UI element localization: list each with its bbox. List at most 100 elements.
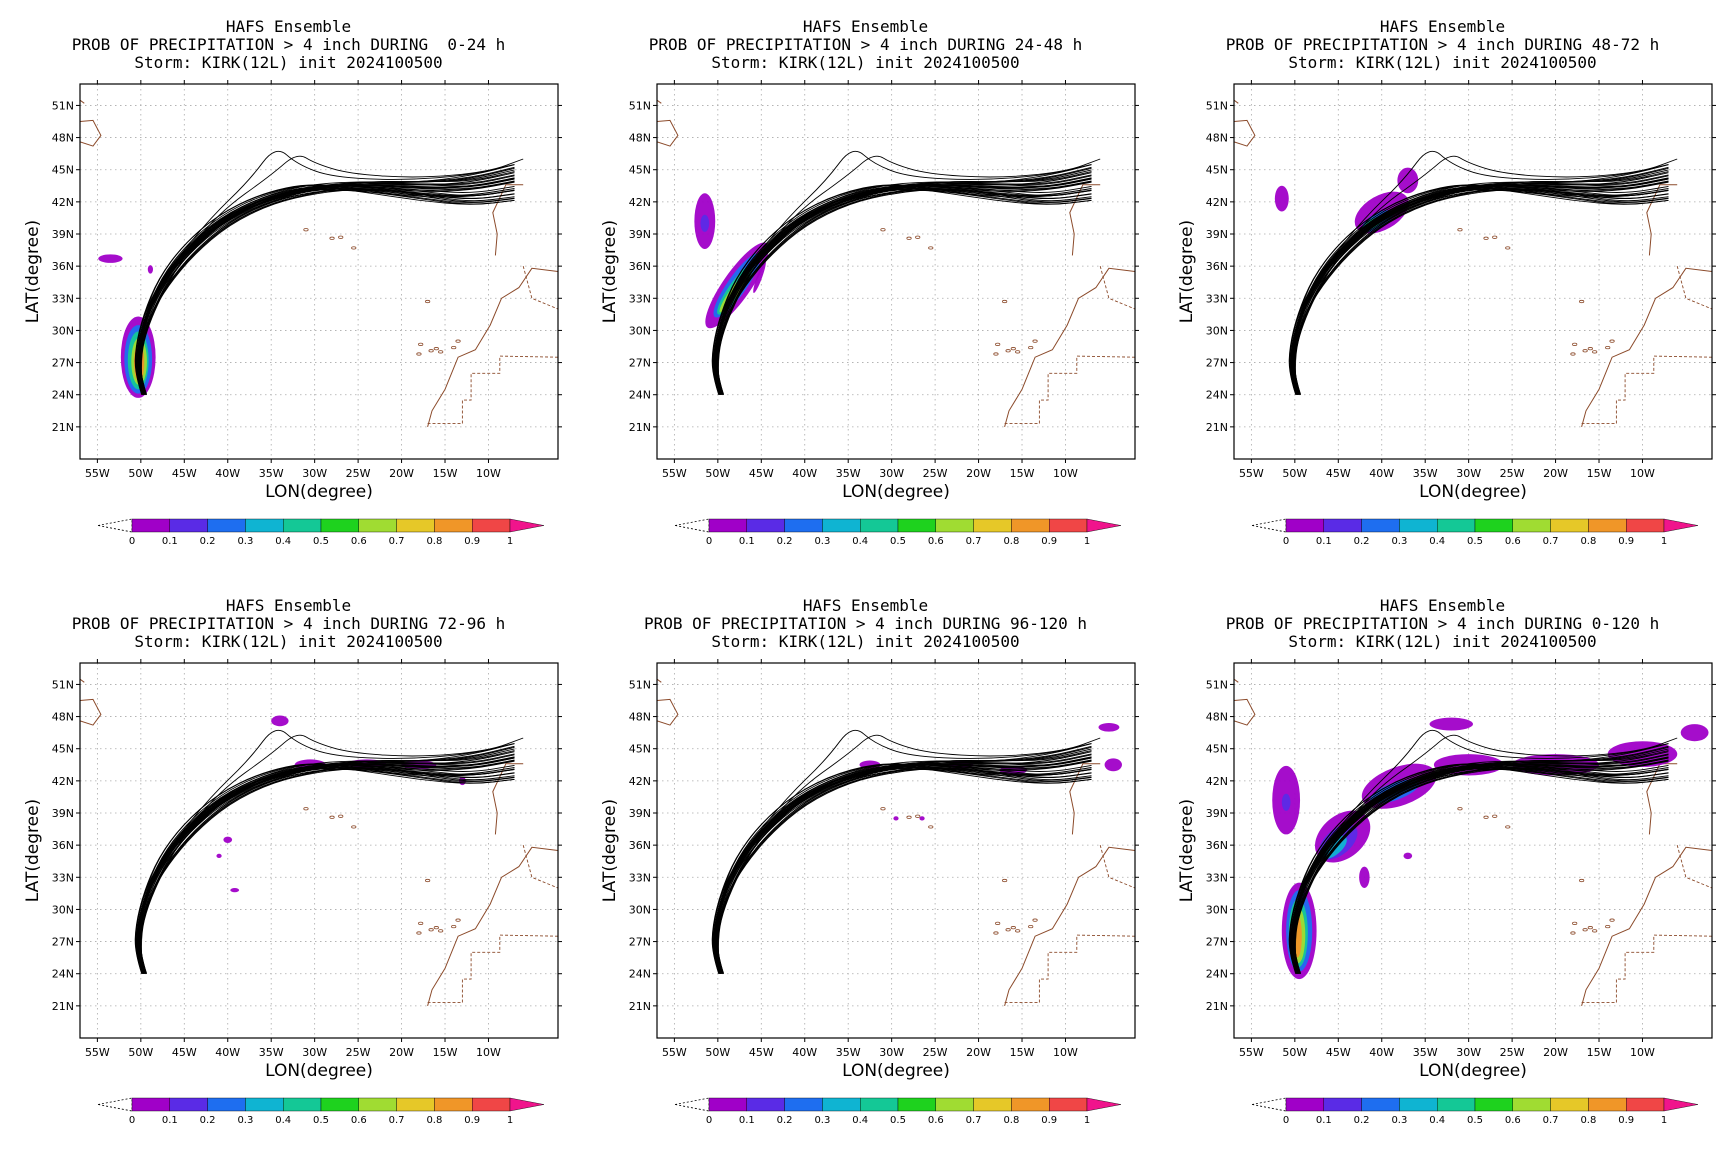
- lat-tick-label: 21N: [1206, 1000, 1228, 1013]
- lat-tick-label: 24N: [1206, 968, 1228, 981]
- lat-tick-label: 36N: [52, 260, 74, 273]
- colorbar-label: 0.9: [464, 536, 480, 547]
- panel-title-line1: HAFS Ensemble: [1379, 596, 1506, 615]
- colorbar-over-triangle: [1086, 1097, 1122, 1112]
- probability-area: [147, 265, 154, 274]
- colorbar-swatch: [1011, 518, 1050, 533]
- probability-area: [1429, 717, 1473, 731]
- lon-tick-label: 30W: [879, 467, 904, 480]
- colorbar-swatch: [708, 1097, 747, 1112]
- island: [1032, 339, 1038, 343]
- colorbar-swatch: [434, 1097, 473, 1112]
- probability-area: [1680, 724, 1709, 742]
- colorbar-label: 0.5: [1467, 1115, 1483, 1126]
- colorbar-swatch: [320, 1097, 359, 1112]
- colorbar: 0 0.1 0.2 0.3 0.4 0.5 0.6 0.7 0.8 0.9 1: [1251, 1097, 1699, 1126]
- colorbar-label: 0.4: [275, 536, 291, 547]
- country-border: [1676, 844, 1712, 889]
- ensemble-track: [139, 766, 515, 974]
- lon-tick-label: 40W: [215, 1046, 240, 1059]
- lat-tick-label: 24N: [1206, 389, 1228, 402]
- colorbar-over-triangle: [1086, 518, 1122, 533]
- country-border: [1099, 265, 1135, 310]
- lon-tick-label: 40W: [215, 467, 240, 480]
- island: [995, 921, 1001, 925]
- ensemble-track: [1289, 764, 1669, 974]
- lat-tick-label: 48N: [52, 711, 74, 724]
- island: [906, 815, 912, 819]
- ensemble-track: [713, 766, 1092, 974]
- colorbar-label: 0.3: [237, 1115, 253, 1126]
- lon-tick-label: 25W: [1500, 467, 1525, 480]
- lon-tick-label: 35W: [259, 467, 284, 480]
- lat-tick-label: 36N: [52, 839, 74, 852]
- coastline: [1581, 267, 1712, 428]
- country-border: [427, 355, 558, 425]
- island: [906, 236, 912, 240]
- colorbar-swatch: [1323, 1097, 1362, 1112]
- lat-tick-label: 27N: [629, 357, 651, 370]
- colorbar-swatch: [245, 1097, 284, 1112]
- lat-tick-label: 39N: [1206, 807, 1228, 820]
- colorbar-swatch: [1049, 518, 1088, 533]
- lat-tick-label: 27N: [52, 357, 74, 370]
- ensemble-track: [1292, 766, 1669, 974]
- island: [915, 235, 921, 239]
- colorbar-swatch: [1361, 1097, 1400, 1112]
- ensemble-track: [716, 178, 1092, 395]
- plot-frame: [1233, 83, 1713, 460]
- colorbar-label: 0.2: [1354, 536, 1370, 547]
- island: [428, 349, 434, 353]
- island: [880, 807, 886, 811]
- lon-tick-label: 40W: [792, 467, 817, 480]
- ensemble-track: [1289, 189, 1669, 395]
- island: [1609, 339, 1615, 343]
- colorbar-swatch: [1512, 1097, 1551, 1112]
- colorbar-label: 0.9: [1041, 1115, 1057, 1126]
- ensemble-track: [136, 768, 515, 974]
- island: [928, 246, 934, 250]
- island: [1605, 924, 1611, 929]
- colorbar-over-triangle: [509, 518, 545, 533]
- island: [1505, 825, 1511, 829]
- probability-area: [1098, 723, 1120, 732]
- lat-tick-label: 48N: [629, 711, 651, 724]
- lon-tick-label: 35W: [259, 1046, 284, 1059]
- colorbar-label: 0: [706, 536, 712, 547]
- ensemble-track: [137, 750, 515, 974]
- plot-area: [657, 84, 1135, 459]
- island: [1005, 349, 1011, 353]
- lat-tick-label: 21N: [629, 1000, 651, 1013]
- y-axis-label: LAT(degree): [1177, 220, 1197, 323]
- colorbar-label: 0.9: [1618, 1115, 1634, 1126]
- island: [1483, 236, 1489, 240]
- lat-tick-label: 45N: [52, 164, 74, 177]
- lon-tick-label: 20W: [1543, 467, 1568, 480]
- lat-tick-label: 42N: [52, 196, 74, 209]
- ensemble-track: [713, 753, 1092, 974]
- ensemble-track: [717, 177, 1092, 395]
- lat-tick-label: 39N: [629, 228, 651, 241]
- x-axis-label: LON(degree): [1419, 482, 1527, 502]
- lat-tick-label: 21N: [52, 421, 74, 434]
- lon-tick-label: 30W: [879, 1046, 904, 1059]
- map-0-24h: 51N 48N 45N 42N 39N 36N 33N 30N 27N 24N 21N 55W 50W 4…: [23, 80, 562, 547]
- plot-frame: [656, 662, 1136, 1039]
- colorbar-label: 1: [1661, 1115, 1667, 1126]
- ensemble-track: [1293, 729, 1669, 974]
- ensemble-track: [139, 767, 515, 974]
- ensemble-track: [715, 743, 1092, 974]
- colorbar-label: 0: [129, 536, 135, 547]
- plot-frame: [79, 83, 559, 460]
- lon-tick-label: 50W: [1282, 1046, 1307, 1059]
- lat-tick-label: 27N: [1206, 936, 1228, 949]
- lon-tick-label: 10W: [476, 1046, 501, 1059]
- lon-tick-label: 10W: [1053, 1046, 1078, 1059]
- x-axis-label: LON(degree): [842, 482, 950, 502]
- colorbar-swatch: [1626, 518, 1665, 533]
- island: [1570, 352, 1576, 356]
- coastline: [1004, 846, 1135, 1007]
- ensemble-track: [1290, 175, 1669, 395]
- colorbar-swatch: [1285, 518, 1324, 533]
- ensemble-track: [718, 734, 1101, 974]
